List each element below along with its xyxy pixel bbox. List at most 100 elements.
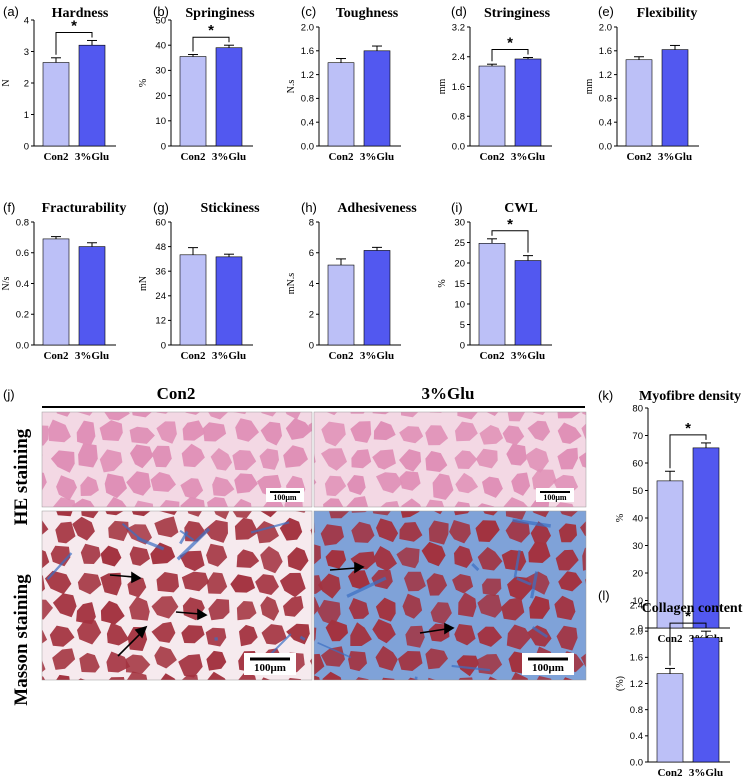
y-tick-label: 36 [155, 267, 166, 278]
y-axis-label: mm [437, 79, 448, 95]
y-tick-label: 2.4 [630, 600, 643, 611]
y-tick-label: 2.0 [599, 22, 612, 33]
significance-bracket [669, 434, 707, 469]
bar-3%Glu [363, 50, 391, 147]
column-label-con2: Con2 [157, 384, 196, 403]
category-label: 3%Glu [212, 151, 246, 163]
panel-label: (c) [301, 4, 316, 19]
scale-bar-he-glu: 100μm [536, 488, 574, 502]
chart-l: (l) Collagen content 0.0 0.4 0.8 1.2 1.6 2.0 2.4… [598, 588, 743, 779]
y-tick-label: 1.2 [301, 70, 314, 81]
y-tick-label: 25 [454, 238, 465, 249]
y-tick-label: 20 [632, 568, 643, 579]
y-tick-label: 6 [309, 248, 314, 259]
panel-label: (k) [598, 388, 613, 403]
category-label: 3%Glu [689, 767, 723, 779]
y-axis-label: mm [584, 79, 595, 95]
y-axis-label: % [437, 279, 448, 287]
y-tick-label: 2.0 [301, 22, 314, 33]
y-tick-label: 1.2 [599, 70, 612, 81]
y-tick-label: 0.0 [599, 141, 612, 152]
y-tick-label: 40 [632, 513, 643, 524]
y-tick-label: 0 [161, 141, 166, 152]
bar-3%Glu [514, 260, 542, 346]
y-tick-label: 0.4 [16, 279, 29, 290]
category-label: 3%Glu [360, 350, 394, 362]
svg-text:100μm: 100μm [532, 662, 564, 674]
y-tick-label: 60 [632, 458, 643, 469]
bar-Con2 [42, 238, 70, 346]
y-tick-label: 4 [309, 279, 314, 290]
y-tick-label: 1.6 [630, 653, 643, 664]
y-tick-label: 2 [24, 78, 29, 89]
y-tick-label: 0 [24, 141, 29, 152]
histology-panel: (j) Con2 3%Glu HE staining Masson staini… [3, 384, 587, 706]
y-tick-label: 4 [24, 15, 29, 26]
bar-3%Glu [78, 44, 106, 147]
he-con2-micrograph [41, 411, 313, 508]
category-label: Con2 [479, 151, 505, 163]
significance-star: * [71, 17, 77, 34]
row-label-he: HE staining [11, 428, 32, 525]
y-axis-label: mN.s [286, 273, 297, 295]
significance-bracket [491, 230, 529, 253]
collagen-arrows [109, 561, 455, 657]
significance-star: * [685, 608, 691, 625]
bar-Con2 [327, 62, 355, 147]
chart-title: Myofibre density [639, 389, 741, 404]
bar-Con2 [478, 243, 506, 346]
y-tick-label: 0.4 [599, 118, 612, 129]
category-label: Con2 [479, 350, 505, 362]
y-axis-label: % [138, 79, 149, 87]
chart-title: CWL [504, 201, 537, 216]
chart-b: (b) Springiness 0 10 20 30 40 50% Con2 3%Glu * [138, 4, 255, 163]
bar-Con2 [42, 62, 70, 147]
significance-star: * [685, 420, 691, 437]
y-tick-label: 0.0 [452, 141, 465, 152]
category-label: 3%Glu [511, 350, 545, 362]
y-tick-label: 1.2 [630, 679, 643, 690]
y-tick-label: 0 [460, 340, 465, 351]
bar-3%Glu [692, 637, 720, 763]
category-label: Con2 [180, 151, 206, 163]
y-tick-label: 30 [155, 66, 166, 77]
bar-3%Glu [514, 58, 542, 147]
y-tick-label: 24 [155, 291, 166, 302]
chart-e: (e) Flexibility 0.0 0.4 0.8 1.2 1.6 2.0 mm Con2 3%… [584, 4, 699, 163]
bar-3%Glu [661, 49, 689, 147]
category-label: 3%Glu [360, 151, 394, 163]
significance-bracket [192, 36, 230, 52]
y-axis-label: N [1, 79, 12, 86]
y-tick-label: 1 [24, 110, 29, 121]
y-tick-label: 0 [309, 340, 314, 351]
y-tick-label: 30 [632, 541, 643, 552]
y-tick-label: 40 [155, 41, 166, 52]
panel-label-j: (j) [3, 387, 15, 402]
category-label: Con2 [43, 350, 69, 362]
chart-c: (c) Toughness 0.0 0.4 0.8 1.2 1.6 2.0 N.s Con2 3%G… [286, 4, 401, 163]
y-tick-label: 12 [155, 316, 166, 327]
bar-Con2 [179, 254, 207, 346]
y-tick-label: 0.4 [630, 731, 643, 742]
y-tick-label: 80 [632, 403, 643, 414]
panel-label: (b) [153, 4, 169, 19]
y-tick-label: 0.0 [301, 141, 314, 152]
bar-3%Glu [692, 447, 720, 629]
y-tick-label: 50 [632, 486, 643, 497]
category-label: 3%Glu [75, 350, 109, 362]
y-tick-label: 48 [155, 242, 166, 253]
he-glu-micrograph [313, 411, 587, 508]
bar-3%Glu [215, 256, 243, 346]
y-tick-label: 0.0 [630, 757, 643, 768]
y-tick-label: 20 [155, 91, 166, 102]
masson-con2-micrograph [41, 510, 313, 681]
y-tick-label: 2.4 [452, 52, 465, 63]
y-tick-label: 0.4 [301, 118, 314, 129]
significance-star: * [507, 216, 513, 233]
y-tick-label: 2.0 [630, 626, 643, 637]
chart-title: Collagen content [642, 601, 743, 616]
bar-Con2 [625, 59, 653, 147]
panel-label: (g) [153, 200, 169, 215]
y-tick-label: 10 [454, 299, 465, 310]
bar-Con2 [478, 65, 506, 147]
